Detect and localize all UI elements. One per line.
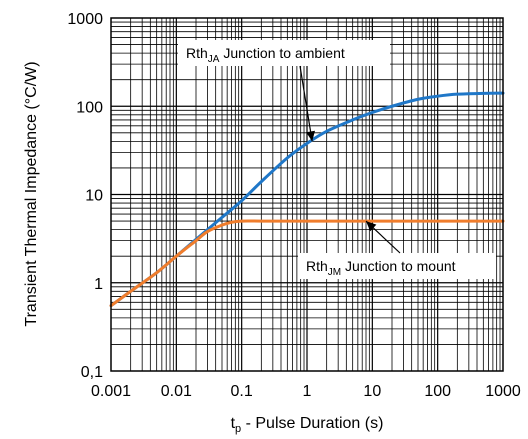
y-tick-label: 100: [76, 99, 103, 116]
annotation-jm: RthJM Junction to mount: [298, 220, 496, 279]
x-tick-label: 100: [424, 383, 451, 400]
annotation-arrow-head: [306, 130, 316, 142]
annotations: RthJA Junction to ambient RthJM Junction …: [178, 40, 496, 279]
x-axis-title: tp - Pulse Duration (s): [231, 415, 384, 435]
x-tick-label: 1: [303, 383, 312, 400]
annotation-arrow-head: [366, 221, 377, 232]
y-axis-title: Transient Thermal Impedance (°C/W): [23, 61, 40, 326]
x-tick-label: 0.01: [161, 383, 192, 400]
x-tick-label: 0.001: [91, 383, 131, 400]
annotation-box: [298, 253, 496, 279]
annotation-label: RthJM Junction to mount: [306, 258, 456, 278]
plot-frame: [110, 17, 504, 372]
x-tick-label: 10: [363, 383, 381, 400]
grid: [111, 18, 503, 371]
y-tick-label: 0,1: [81, 364, 103, 381]
annotation-label: RthJA Junction to ambient: [186, 45, 345, 65]
y-tick-label: 1: [94, 276, 103, 293]
y-tick-label: 10: [85, 188, 103, 205]
tick-labels: 0.001 0.01 0.1 1 10 100 1000 0,1 1 10 100 1000: [67, 11, 520, 400]
x-tick-label: 1000: [485, 383, 521, 400]
annotation-box: [178, 40, 390, 66]
annotation-arrow-line: [299, 65, 313, 142]
y-tick-label: 1000: [67, 11, 103, 28]
x-tick-label: 0.1: [231, 383, 253, 400]
annotation-ja: RthJA Junction to ambient: [178, 40, 390, 142]
